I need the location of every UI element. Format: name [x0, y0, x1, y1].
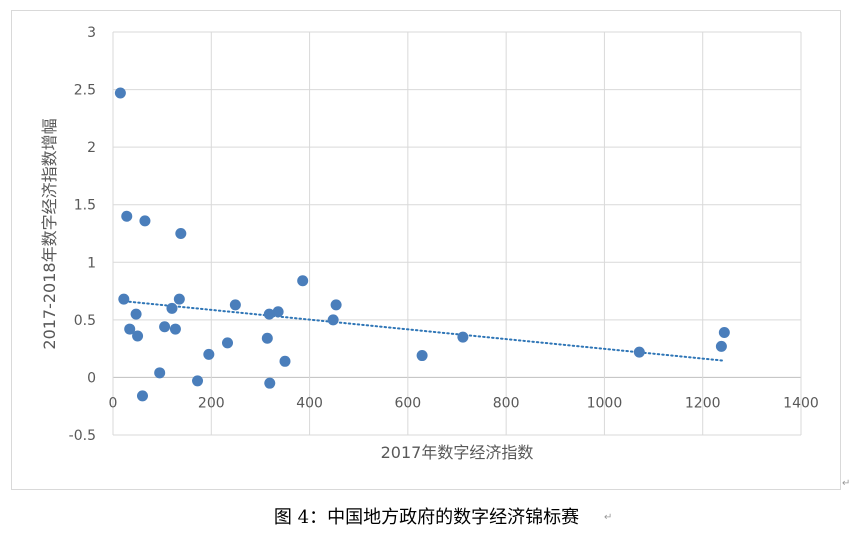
data-point: [132, 330, 144, 342]
data-point: [192, 375, 204, 387]
data-point: [169, 323, 181, 335]
data-point: [159, 321, 171, 333]
paragraph-mark-icon: ↵: [842, 478, 851, 489]
data-point: [114, 87, 126, 99]
data-point: [416, 350, 428, 362]
x-tick-label: 800: [493, 395, 520, 411]
y-tick-label: 2: [87, 140, 96, 156]
trendline-layer: [119, 299, 726, 362]
y-tick-label: -0.5: [69, 428, 96, 444]
data-point: [457, 331, 469, 343]
tick-labels: -0.5 0 0.5 1 1.5 2 2.5 3 0 200 400 600 800 1000 1200 14…: [69, 25, 819, 444]
chart-area: [11, 10, 841, 490]
y-tick-label: 2.5: [74, 83, 96, 99]
paragraph-mark-icon: ↵: [604, 512, 613, 523]
x-tick-label: 1200: [685, 395, 721, 411]
data-point: [154, 367, 166, 379]
data-point: [203, 348, 215, 360]
y-tick-label: 0.5: [74, 313, 96, 329]
data-point: [263, 308, 275, 320]
data-point: [715, 340, 727, 352]
data-point: [327, 314, 339, 326]
y-tick-label: 1.5: [74, 198, 96, 214]
data-point: [279, 355, 291, 367]
y-tick-label: 1: [87, 255, 96, 271]
data-point: [633, 346, 645, 358]
data-point: [139, 215, 151, 227]
data-point: [130, 308, 142, 320]
data-point: [118, 293, 130, 305]
x-tick-label: 200: [198, 395, 225, 411]
trendline: [119, 299, 726, 362]
data-point: [121, 210, 133, 222]
data-point: [136, 390, 148, 402]
x-tick-label: 1400: [783, 395, 819, 411]
data-point: [166, 302, 178, 314]
data-point: [330, 299, 342, 311]
gridlines: [112, 31, 802, 436]
x-axis-title: 2017年数字经济指数: [381, 443, 534, 462]
data-point: [261, 332, 273, 344]
x-tick-label: 600: [394, 395, 421, 411]
data-point: [229, 299, 241, 311]
data-point: [222, 337, 234, 349]
y-axis-title: 2017-2018年数字经济指数增幅: [40, 118, 59, 349]
data-points: [114, 87, 730, 402]
y-tick-label: 3: [87, 25, 96, 41]
data-point: [718, 327, 730, 339]
y-tick-label: 0: [87, 370, 96, 386]
figure-caption: 图 4：中国地方政府的数字经济锦标赛: [273, 507, 580, 528]
data-point: [264, 377, 276, 389]
data-point: [297, 275, 309, 287]
data-point: [175, 228, 187, 239]
x-tick-label: 1000: [587, 395, 623, 411]
x-tick-label: 0: [109, 395, 118, 411]
data-point: [272, 306, 284, 318]
data-point: [124, 323, 136, 335]
x-tick-label: 400: [296, 395, 323, 411]
data-point: [173, 293, 185, 305]
